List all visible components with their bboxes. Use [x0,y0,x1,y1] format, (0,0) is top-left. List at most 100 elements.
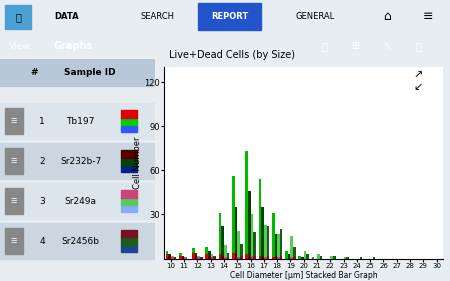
Text: Tb197: Tb197 [67,117,95,126]
Bar [121,245,137,252]
Bar [237,231,240,257]
Bar [200,257,203,259]
Text: ☰: ☰ [11,198,17,204]
Bar [234,254,237,259]
Bar [288,254,290,259]
Bar [192,248,195,253]
Bar [333,256,336,259]
Bar [179,256,181,259]
Text: Sr232b-7: Sr232b-7 [60,157,101,166]
Bar [259,179,261,256]
Bar [195,256,198,259]
Text: Sr2456b: Sr2456b [62,237,100,246]
Bar [208,251,211,256]
Bar [232,176,234,253]
Bar [240,244,243,256]
Bar [261,207,264,257]
Bar [179,253,181,256]
Bar [192,253,195,259]
Text: ⊞: ⊞ [351,41,360,51]
Bar [198,257,200,259]
Bar [293,247,296,257]
Bar [221,256,224,259]
Y-axis label: Cell Number: Cell Number [133,137,142,189]
Text: Live+Dead Cells (by Size): Live+Dead Cells (by Size) [169,50,295,60]
Bar [280,229,283,256]
Bar [251,256,253,259]
Bar [317,254,320,259]
Text: Sample ID: Sample ID [64,68,116,77]
Bar [234,207,237,254]
Bar [0,143,155,179]
Bar [232,253,234,259]
Text: 3: 3 [39,197,45,206]
Bar [174,257,176,259]
Bar [121,110,137,118]
Bar [298,256,301,259]
Bar [253,232,256,256]
Bar [290,237,293,257]
Bar [266,226,269,256]
Text: 2: 2 [39,157,45,166]
Bar [213,256,216,257]
Bar [280,256,283,259]
Bar [4,188,23,214]
Bar [0,59,155,86]
Bar [4,5,32,29]
Bar [245,151,248,254]
Text: #: # [31,68,38,77]
Bar [272,213,274,257]
Bar [168,256,171,259]
Bar [373,257,375,259]
Bar [306,254,309,259]
Text: 🔍: 🔍 [15,12,21,22]
Bar [121,150,137,158]
Bar [248,257,251,259]
Bar [301,257,304,259]
Bar [251,214,253,256]
Bar [208,256,211,259]
Bar [4,228,23,254]
Text: Graphs: Graphs [54,41,93,51]
Bar [0,183,155,219]
Bar [320,256,322,259]
Bar [198,256,200,257]
Bar [181,256,184,257]
Bar [121,237,137,245]
Text: ✎: ✎ [383,41,391,51]
Bar [213,257,216,259]
Text: ⤴: ⤴ [321,41,327,51]
Bar [181,257,184,259]
X-axis label: Cell Diameter [µm] Stacked Bar Graph: Cell Diameter [µm] Stacked Bar Graph [230,271,378,280]
Text: 1: 1 [39,117,45,126]
Bar [224,245,227,257]
Text: ↗
↙: ↗ ↙ [414,70,423,92]
Bar [121,165,137,172]
Bar [166,254,168,259]
Bar [121,198,137,205]
Bar [277,234,280,257]
Bar [261,257,264,259]
Text: GENERAL: GENERAL [295,12,335,21]
Bar [211,257,213,259]
Bar [285,251,288,259]
Bar [259,256,261,259]
Text: ☰: ☰ [11,118,17,124]
Bar [266,256,269,259]
Text: 4: 4 [39,237,45,246]
Bar [312,257,315,259]
Bar [219,254,221,259]
Bar [346,257,349,259]
Bar [198,3,261,30]
Bar [344,257,346,259]
Text: SEARCH: SEARCH [140,12,175,21]
Bar [0,103,155,139]
Bar [121,118,137,125]
Bar [245,254,248,259]
Bar [293,257,296,259]
Bar [168,254,171,256]
Bar [195,253,198,256]
Text: Sr249a: Sr249a [65,197,97,206]
Bar [264,225,266,257]
Text: DATA: DATA [54,12,79,21]
